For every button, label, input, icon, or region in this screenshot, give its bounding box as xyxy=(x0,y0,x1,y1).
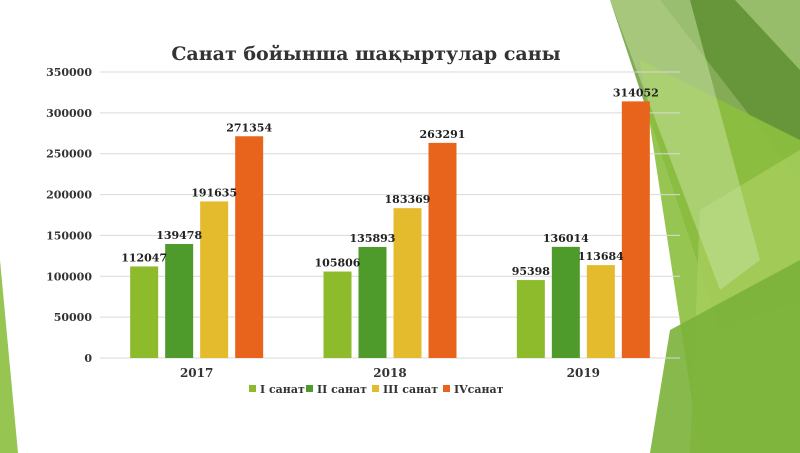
x-tick-label: 2018 xyxy=(373,366,406,380)
data-label: 183369 xyxy=(385,193,431,206)
bar xyxy=(323,271,352,358)
bar xyxy=(200,201,229,358)
bar xyxy=(130,266,159,358)
legend-swatch xyxy=(443,385,450,392)
bar xyxy=(551,246,580,358)
y-tick-label: 300000 xyxy=(46,107,92,120)
data-label: 105806 xyxy=(315,257,361,270)
y-tick-label: 100000 xyxy=(46,270,92,283)
bar xyxy=(428,142,457,358)
legend-label: I санат xyxy=(260,383,305,396)
x-tick-label: 2017 xyxy=(180,366,213,380)
data-label: 314052 xyxy=(613,86,659,99)
data-label: 112047 xyxy=(121,251,167,264)
x-axis: 2017 2018 2019 xyxy=(180,366,600,380)
y-tick-label: 50000 xyxy=(54,311,93,324)
y-tick-label: 0 xyxy=(84,352,92,365)
bar xyxy=(586,265,615,358)
bars xyxy=(130,101,650,359)
bar xyxy=(516,280,545,358)
bar xyxy=(358,246,387,358)
data-label: 135893 xyxy=(350,232,396,245)
data-label: 136014 xyxy=(543,232,589,245)
data-label: 191635 xyxy=(191,186,237,199)
bar xyxy=(621,101,650,359)
y-tick-label: 350000 xyxy=(46,66,92,79)
legend-label: II санат xyxy=(317,383,367,396)
data-label: 139478 xyxy=(156,229,202,242)
gridlines xyxy=(100,71,680,359)
legend-swatch xyxy=(249,385,256,392)
y-tick-label: 150000 xyxy=(46,229,92,242)
legend-swatch xyxy=(306,385,313,392)
bar xyxy=(235,136,264,358)
chart-title: Санат бойынша шақыртулар саны xyxy=(171,43,560,65)
x-tick-label: 2019 xyxy=(567,366,600,380)
legend-swatch xyxy=(372,385,379,392)
data-labels: 112047 139478 191635 271354 105806 135893 1833… xyxy=(121,86,659,278)
y-axis: 0 50000 100000 150000 200000 250000 300000 3500… xyxy=(46,66,92,365)
data-label: 271354 xyxy=(226,121,272,134)
legend-label: IVсанат xyxy=(454,383,504,396)
y-tick-label: 250000 xyxy=(46,148,92,161)
bar xyxy=(165,244,194,358)
y-tick-label: 200000 xyxy=(46,189,92,202)
data-label: 113684 xyxy=(578,250,624,263)
legend-label: III санат xyxy=(383,383,438,396)
data-label: 95398 xyxy=(512,265,551,278)
data-label: 263291 xyxy=(420,128,466,141)
bar xyxy=(393,208,422,358)
legend: I санат II санат III санат IVсанат xyxy=(249,383,504,396)
